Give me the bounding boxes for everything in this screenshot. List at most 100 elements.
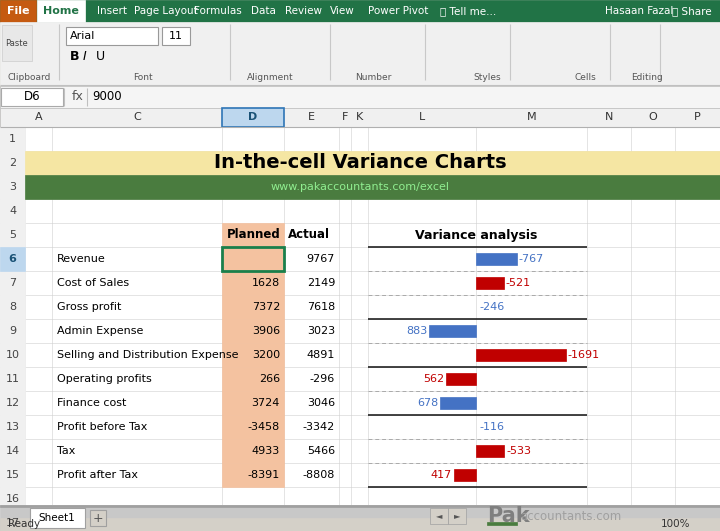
Bar xyxy=(0,247,25,271)
Bar xyxy=(2,25,32,61)
Text: 417: 417 xyxy=(431,470,452,480)
Bar xyxy=(222,247,284,271)
Text: 12: 12 xyxy=(6,398,19,408)
Bar xyxy=(1,88,63,106)
Bar xyxy=(162,27,190,45)
Bar xyxy=(448,508,466,524)
Bar xyxy=(0,127,720,531)
Text: +: + xyxy=(93,511,103,525)
Bar xyxy=(440,397,476,409)
Text: -116: -116 xyxy=(479,422,504,432)
Bar xyxy=(429,325,476,337)
Bar xyxy=(0,518,720,531)
Text: accountants.com: accountants.com xyxy=(520,510,621,523)
Bar xyxy=(222,415,284,439)
Text: 7372: 7372 xyxy=(251,302,280,312)
Text: Ready: Ready xyxy=(8,519,40,529)
Text: 3046: 3046 xyxy=(307,398,335,408)
Text: Font: Font xyxy=(133,73,153,82)
Text: www.pakaccountants.com/excel: www.pakaccountants.com/excel xyxy=(271,182,449,192)
Text: 266: 266 xyxy=(259,374,280,384)
Text: 3906: 3906 xyxy=(252,326,280,336)
Text: -8808: -8808 xyxy=(302,470,335,480)
Text: C: C xyxy=(133,113,141,123)
Text: Review: Review xyxy=(285,6,322,16)
Bar xyxy=(0,0,720,22)
Text: -521: -521 xyxy=(505,278,531,288)
Bar xyxy=(222,439,284,463)
Text: Finance cost: Finance cost xyxy=(57,398,127,408)
Bar xyxy=(0,86,720,108)
Text: Gross profit: Gross profit xyxy=(57,302,122,312)
Text: Planned: Planned xyxy=(228,228,281,242)
Text: 14: 14 xyxy=(6,446,19,456)
Text: M: M xyxy=(527,113,536,123)
Text: -246: -246 xyxy=(479,302,504,312)
Bar xyxy=(454,469,476,481)
Text: -767: -767 xyxy=(518,254,544,264)
Text: 1628: 1628 xyxy=(252,278,280,288)
Text: Arial: Arial xyxy=(70,31,95,41)
Text: ⭐ Tell me...: ⭐ Tell me... xyxy=(440,6,496,16)
Text: Admin Expense: Admin Expense xyxy=(57,326,143,336)
Text: 11: 11 xyxy=(6,374,19,384)
Text: -296: -296 xyxy=(310,374,335,384)
Bar xyxy=(222,319,284,343)
Bar xyxy=(222,463,284,487)
Bar xyxy=(222,367,284,391)
Text: 3200: 3200 xyxy=(252,350,280,360)
Text: Actual: Actual xyxy=(288,228,330,242)
Text: K: K xyxy=(356,113,363,123)
Text: N: N xyxy=(605,113,613,123)
Text: Tax: Tax xyxy=(57,446,76,456)
Bar xyxy=(222,343,284,367)
Bar xyxy=(476,277,503,289)
Bar xyxy=(222,223,284,247)
Bar xyxy=(222,108,284,127)
Text: 5: 5 xyxy=(9,230,16,240)
Text: 4: 4 xyxy=(9,206,16,216)
Bar xyxy=(476,253,517,266)
Bar xyxy=(476,349,566,361)
Text: U: U xyxy=(96,50,105,64)
Text: Variance analysis: Variance analysis xyxy=(415,228,537,242)
Text: 9000: 9000 xyxy=(92,90,122,104)
Bar xyxy=(0,505,720,507)
Text: I: I xyxy=(83,50,86,64)
Bar xyxy=(487,522,517,525)
Text: Profit after Tax: Profit after Tax xyxy=(57,470,138,480)
Text: P: P xyxy=(694,113,701,123)
Text: Selling and Distribution Expense: Selling and Distribution Expense xyxy=(57,350,238,360)
Text: ►: ► xyxy=(454,511,460,520)
Bar xyxy=(90,510,106,526)
Text: 9000: 9000 xyxy=(252,254,280,264)
Text: 4891: 4891 xyxy=(307,350,335,360)
Text: A: A xyxy=(35,113,42,123)
Text: -533: -533 xyxy=(506,446,531,456)
Text: Revenue: Revenue xyxy=(57,254,106,264)
Text: File: File xyxy=(6,6,30,16)
Text: E: E xyxy=(308,113,315,123)
Text: 883: 883 xyxy=(406,326,427,336)
Text: -1691: -1691 xyxy=(567,350,600,360)
Bar xyxy=(222,391,284,415)
Text: Cost of Sales: Cost of Sales xyxy=(57,278,129,288)
Text: Styles: Styles xyxy=(473,73,501,82)
Text: 1: 1 xyxy=(9,134,16,144)
Text: Home: Home xyxy=(43,6,79,16)
Bar xyxy=(0,108,720,127)
Text: Number: Number xyxy=(355,73,391,82)
Text: 678: 678 xyxy=(417,398,438,408)
Text:  Share:  Share xyxy=(672,6,711,16)
Text: Cells: Cells xyxy=(574,73,596,82)
Bar xyxy=(37,0,85,22)
Bar xyxy=(25,151,720,175)
Text: 5466: 5466 xyxy=(307,446,335,456)
Text: 2149: 2149 xyxy=(307,278,335,288)
Bar xyxy=(25,175,720,199)
Text: Profit before Tax: Profit before Tax xyxy=(57,422,148,432)
Text: Power Pivot: Power Pivot xyxy=(368,6,428,16)
Text: fx: fx xyxy=(72,90,84,104)
Bar xyxy=(222,295,284,319)
Text: 11: 11 xyxy=(169,31,183,41)
